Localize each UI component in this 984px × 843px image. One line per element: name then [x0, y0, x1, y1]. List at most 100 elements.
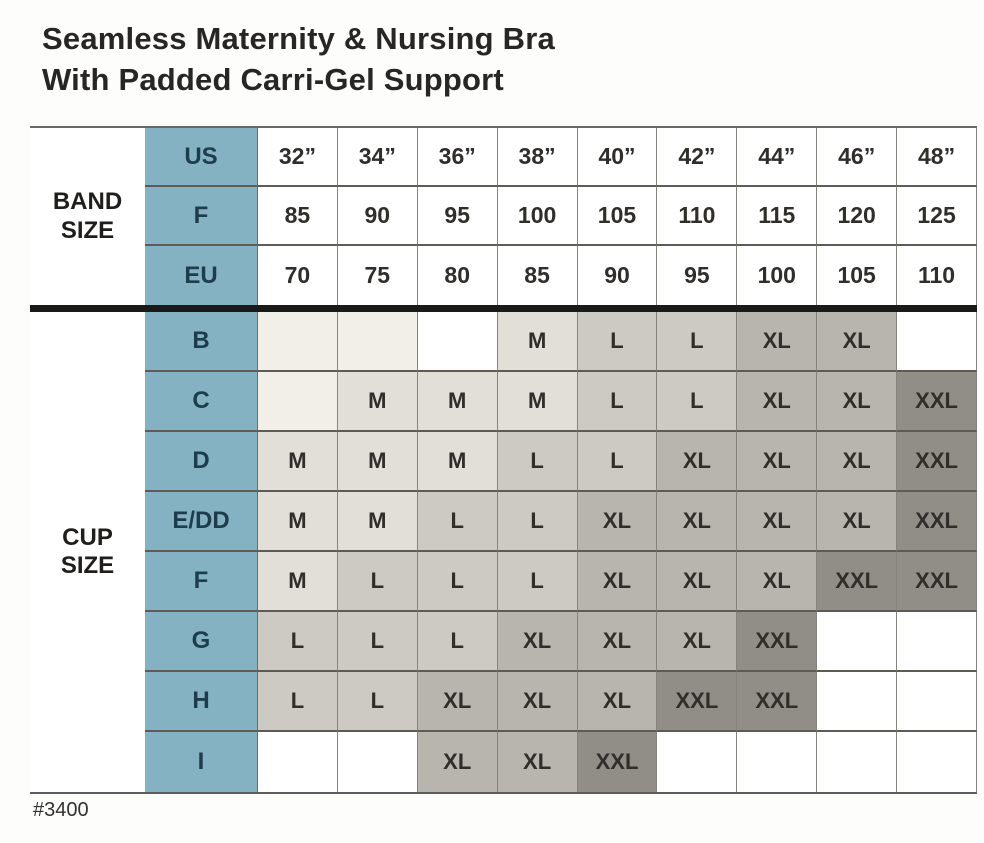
- cup-row-key: H: [145, 672, 258, 732]
- section-divider: [30, 305, 977, 312]
- cup-size-label: CUP SIZE: [30, 312, 145, 792]
- band-size-cell: 115: [737, 187, 818, 246]
- cup-size-cell: M: [337, 372, 418, 432]
- band-size-cell: 42”: [657, 128, 738, 187]
- cup-size-cell: XL: [737, 372, 818, 432]
- cup-row-key: I: [145, 732, 258, 792]
- cup-size-cell: XL: [417, 672, 498, 732]
- cup-size-cell: [258, 732, 338, 792]
- band-size-cell: 44”: [737, 128, 818, 187]
- cup-size-cell: XXL: [737, 612, 818, 672]
- cup-size-cell: XXL: [897, 432, 977, 492]
- page-title: Seamless Maternity & Nursing Bra With Pa…: [42, 18, 555, 100]
- cup-row-key: D: [145, 432, 258, 492]
- band-size-cell: 34”: [337, 128, 418, 187]
- cup-size-cell: M: [337, 432, 418, 492]
- band-size-cell: 95: [657, 246, 738, 305]
- cup-row-key: G: [145, 612, 258, 672]
- band-size-cell: 125: [897, 187, 977, 246]
- cup-size-cell: XXL: [577, 732, 658, 792]
- cup-size-cell: M: [417, 432, 498, 492]
- cup-size-cell: XXL: [897, 372, 977, 432]
- cup-size-cell: XL: [817, 432, 898, 492]
- cup-size-cell: XL: [657, 612, 738, 672]
- cup-size-cell: XXL: [897, 552, 977, 612]
- band-size-cell: 90: [577, 246, 658, 305]
- cup-size-cell: [337, 732, 418, 792]
- cup-row-key: B: [145, 312, 258, 372]
- cup-size-cell: XL: [737, 552, 818, 612]
- band-size-cell: 36”: [417, 128, 498, 187]
- band-size-cell: 75: [337, 246, 418, 305]
- band-size-cell: 80: [417, 246, 498, 305]
- cup-size-cell: [897, 612, 977, 672]
- band-row-key: EU: [145, 246, 258, 305]
- cup-size-cell: [817, 612, 898, 672]
- cup-size-cell: L: [417, 492, 498, 552]
- band-size-cell: 95: [417, 187, 498, 246]
- cup-size-cell: L: [657, 312, 738, 372]
- cup-size-cell: XXL: [737, 672, 818, 732]
- cup-size-cell: XL: [417, 732, 498, 792]
- cup-size-cell: XXL: [657, 672, 738, 732]
- band-size-cell: 38”: [497, 128, 578, 187]
- cup-size-cell: [897, 732, 977, 792]
- band-size-cell: 85: [258, 187, 338, 246]
- cup-size-cell: XL: [657, 552, 738, 612]
- cup-size-cell: L: [657, 372, 738, 432]
- cup-size-cell: XL: [817, 372, 898, 432]
- cup-size-cell: XL: [577, 612, 658, 672]
- cup-size-cell: [737, 732, 818, 792]
- cup-size-cell: XL: [497, 612, 578, 672]
- cup-size-cell: L: [337, 552, 418, 612]
- cup-size-cell: [258, 372, 338, 432]
- cup-size-cell: M: [258, 552, 338, 612]
- band-size-cell: 120: [817, 187, 898, 246]
- band-row-key: F: [145, 187, 258, 246]
- cup-size-cell: L: [258, 612, 338, 672]
- cup-size-cell: [417, 312, 498, 372]
- cup-size-cell: M: [258, 432, 338, 492]
- band-size-cell: 32”: [258, 128, 338, 187]
- cup-row-key: E/DD: [145, 492, 258, 552]
- band-size-cell: 100: [737, 246, 818, 305]
- cup-size-cell: XL: [817, 312, 898, 372]
- title-line-1: Seamless Maternity & Nursing Bra: [42, 21, 555, 56]
- band-size-cell: 105: [817, 246, 898, 305]
- cup-size-cell: XL: [497, 672, 578, 732]
- band-row-key: US: [145, 128, 258, 187]
- cup-size-cell: M: [497, 372, 578, 432]
- cup-size-cell: L: [577, 432, 658, 492]
- band-size-cell: 40”: [577, 128, 658, 187]
- cup-size-cell: [817, 672, 898, 732]
- cup-size-cell: M: [337, 492, 418, 552]
- cup-size-cell: [258, 312, 338, 372]
- cup-size-cell: L: [577, 312, 658, 372]
- cup-size-cell: XL: [737, 492, 818, 552]
- cup-size-cell: L: [577, 372, 658, 432]
- band-size-cell: 85: [497, 246, 578, 305]
- band-size-cell: 48”: [897, 128, 977, 187]
- band-size-cell: 70: [258, 246, 338, 305]
- cup-size-cell: XL: [657, 492, 738, 552]
- cup-size-cell: XL: [577, 672, 658, 732]
- cup-size-cell: XXL: [817, 552, 898, 612]
- product-code: #3400: [33, 799, 89, 821]
- band-size-cell: 110: [657, 187, 738, 246]
- cup-size-cell: M: [258, 492, 338, 552]
- cup-size-cell: L: [497, 432, 578, 492]
- cup-size-cell: M: [497, 312, 578, 372]
- cup-size-cell: L: [417, 612, 498, 672]
- cup-size-cell: L: [417, 552, 498, 612]
- band-size-label: BAND SIZE: [30, 128, 145, 305]
- title-line-2: With Padded Carri-Gel Support: [42, 62, 504, 97]
- cup-size-cell: XL: [817, 492, 898, 552]
- band-size-cell: 100: [497, 187, 578, 246]
- band-size-cell: 46”: [817, 128, 898, 187]
- cup-size-cell: XL: [657, 432, 738, 492]
- cup-size-cell: XL: [737, 312, 818, 372]
- cup-size-cell: XL: [577, 552, 658, 612]
- cup-size-cell: L: [497, 492, 578, 552]
- cup-size-cell: L: [337, 672, 418, 732]
